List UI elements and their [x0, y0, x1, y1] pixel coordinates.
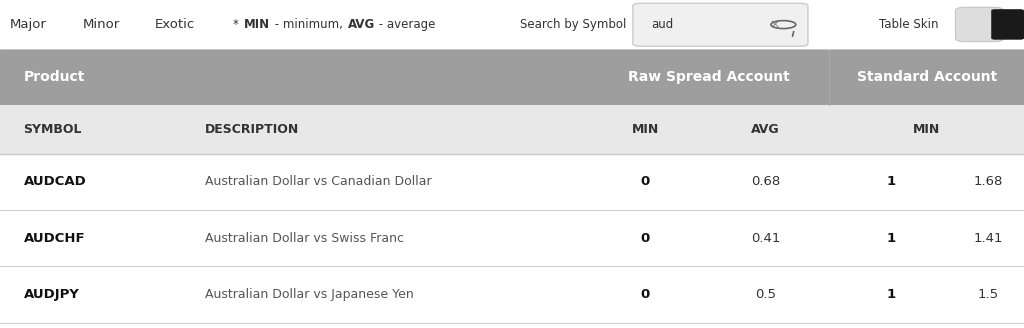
Text: MIN: MIN	[244, 18, 270, 31]
Text: AVG: AVG	[752, 123, 779, 136]
Text: Standard Account: Standard Account	[857, 70, 996, 84]
Text: DESCRIPTION: DESCRIPTION	[205, 123, 299, 136]
Bar	[0, 105, 1024, 154]
Text: 1: 1	[887, 232, 895, 245]
Text: Australian Dollar vs Swiss Franc: Australian Dollar vs Swiss Franc	[205, 232, 403, 245]
Text: Table Skin: Table Skin	[879, 18, 938, 31]
Bar	[0, 266, 1024, 323]
Text: 0: 0	[640, 288, 650, 301]
Text: AVG: AVG	[348, 18, 376, 31]
Text: - average: - average	[375, 18, 435, 31]
FancyBboxPatch shape	[633, 3, 808, 46]
Text: *: *	[233, 18, 243, 31]
Text: AUDCAD: AUDCAD	[24, 175, 86, 188]
Text: 1.5: 1.5	[978, 288, 998, 301]
Text: aud: aud	[651, 18, 674, 31]
Text: Major: Major	[10, 18, 47, 31]
Text: 0.5: 0.5	[755, 288, 776, 301]
Bar	[0, 154, 1024, 210]
Text: Australian Dollar vs Japanese Yen: Australian Dollar vs Japanese Yen	[205, 288, 414, 301]
Text: - minimum,: - minimum,	[271, 18, 347, 31]
FancyBboxPatch shape	[991, 9, 1024, 40]
Text: 0: 0	[640, 175, 650, 188]
Text: Exotic: Exotic	[155, 18, 195, 31]
Text: 0.68: 0.68	[751, 175, 780, 188]
Text: SYMBOL: SYMBOL	[24, 123, 82, 136]
Bar	[0, 0, 1024, 49]
Text: Minor: Minor	[82, 18, 120, 31]
Text: 1: 1	[887, 175, 895, 188]
Text: Australian Dollar vs Canadian Dollar: Australian Dollar vs Canadian Dollar	[205, 175, 431, 188]
Text: Product: Product	[24, 70, 85, 84]
Bar	[0, 49, 1024, 105]
Text: AUDJPY: AUDJPY	[24, 288, 80, 301]
Text: 0: 0	[640, 232, 650, 245]
Text: ×: ×	[769, 18, 779, 31]
Text: Search by Symbol: Search by Symbol	[520, 18, 627, 31]
Text: MIN: MIN	[913, 123, 940, 136]
Text: 1.68: 1.68	[974, 175, 1002, 188]
Text: AUDCHF: AUDCHF	[24, 232, 85, 245]
Text: 1: 1	[887, 288, 895, 301]
Text: 1.41: 1.41	[974, 232, 1002, 245]
Text: Raw Spread Account: Raw Spread Account	[629, 70, 790, 84]
FancyBboxPatch shape	[955, 7, 1004, 42]
Text: 0.41: 0.41	[751, 232, 780, 245]
Bar	[0, 210, 1024, 266]
Text: MIN: MIN	[632, 123, 658, 136]
